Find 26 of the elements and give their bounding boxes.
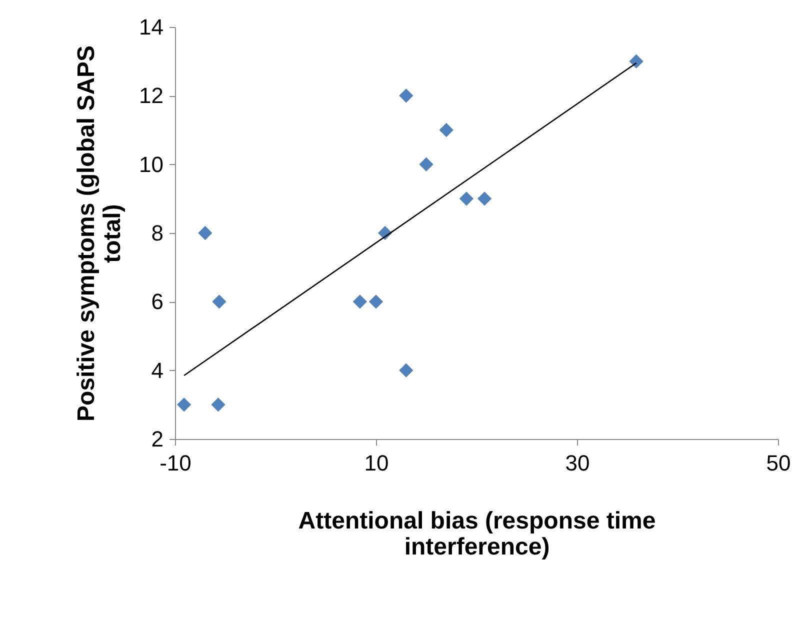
y-tick-label: 8 bbox=[151, 220, 164, 246]
y-tick-label: 12 bbox=[139, 83, 164, 108]
point bbox=[198, 226, 212, 240]
point bbox=[212, 294, 226, 309]
point bbox=[459, 192, 474, 206]
y-axis-title: Positive symptoms (global SAPS total) bbox=[73, 45, 126, 422]
point bbox=[439, 122, 454, 138]
x-tick-label: 30 bbox=[565, 450, 590, 476]
point bbox=[368, 294, 384, 309]
y-tick-label: 4 bbox=[151, 358, 164, 383]
point bbox=[211, 398, 226, 412]
point bbox=[176, 398, 192, 412]
point bbox=[419, 157, 434, 172]
x-tick-label: 10 bbox=[364, 450, 389, 476]
point bbox=[477, 192, 492, 206]
y-tick-label: 10 bbox=[139, 152, 164, 177]
y-tick-label: 6 bbox=[151, 289, 164, 314]
point bbox=[399, 363, 414, 378]
point bbox=[629, 54, 644, 68]
y-tick-label: 14 bbox=[139, 14, 164, 40]
x-tick-label: 50 bbox=[766, 450, 791, 476]
x-tick-label: -10 bbox=[160, 450, 192, 476]
y-tick-label: 2 bbox=[151, 426, 164, 452]
point bbox=[352, 294, 367, 309]
x-axis-title: Attentional bias (response time interference) bbox=[298, 508, 656, 560]
point bbox=[399, 88, 414, 103]
